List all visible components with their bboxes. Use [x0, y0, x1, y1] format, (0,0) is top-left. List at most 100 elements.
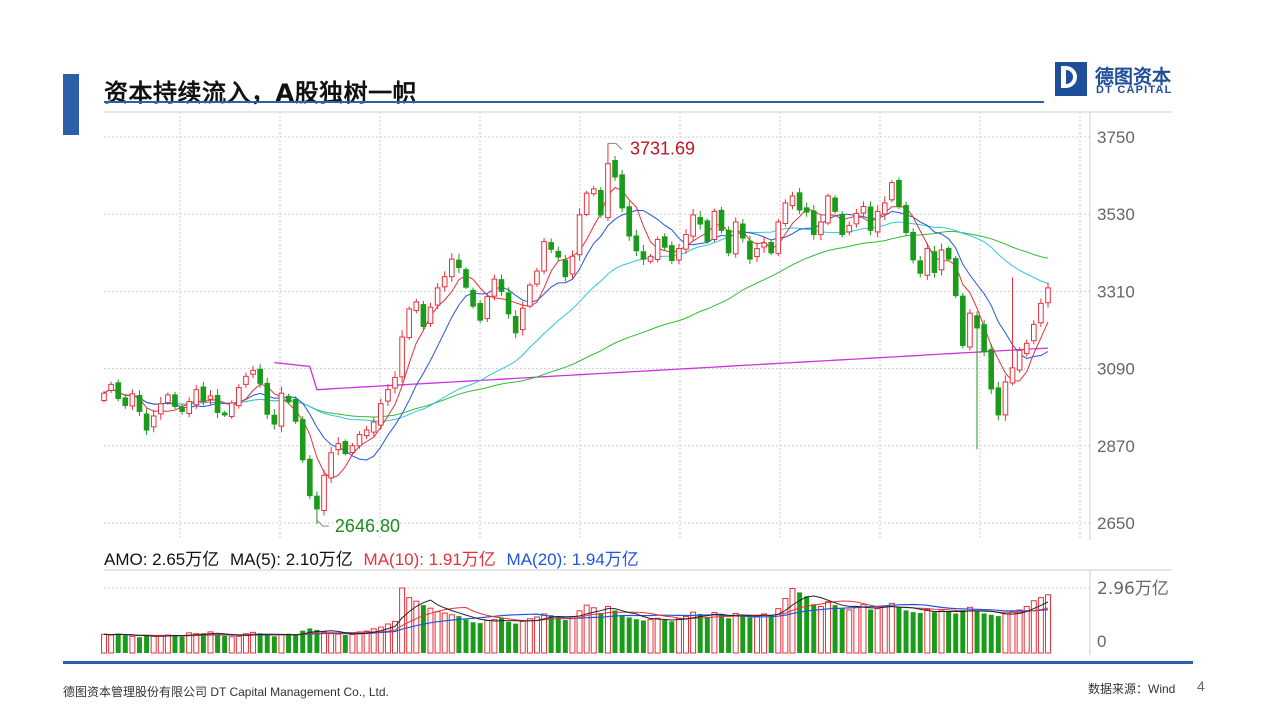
candle-down: [179, 407, 185, 412]
volume-bar-up: [356, 631, 363, 654]
candle-down: [697, 217, 704, 225]
candle-down: [221, 412, 228, 416]
volume-bar-down: [953, 613, 959, 653]
volume-bar-down: [122, 635, 128, 653]
volume-bar-up: [384, 623, 391, 654]
high-pointer: [607, 142, 623, 150]
candle-up: [434, 287, 441, 306]
price-moving-averages: [103, 186, 1049, 480]
volume-bar-up: [250, 631, 257, 654]
candle-up: [881, 202, 888, 215]
volume-bar-down: [470, 622, 476, 653]
volume-bar-up: [654, 617, 661, 654]
volume-bar-down: [868, 609, 874, 653]
data-source: 数据来源：Wind: [1088, 682, 1176, 696]
volume-bar-down: [633, 619, 639, 653]
volume-bar-down: [896, 607, 902, 653]
volume-ma5-line: [103, 595, 1049, 637]
candle-down: [803, 207, 810, 213]
volume-bar-up: [1009, 611, 1016, 654]
volume-bar-up: [108, 634, 115, 654]
volume-bar-up: [1016, 609, 1023, 654]
ma5-line: [103, 186, 1049, 480]
volume-bar-up: [335, 633, 342, 654]
candle-down: [796, 192, 803, 211]
candle-up: [782, 202, 789, 224]
candle-down: [952, 258, 959, 297]
volume-bar-up: [150, 635, 157, 654]
volume-bar-down: [286, 633, 292, 653]
volume-bar-up: [427, 607, 434, 654]
candle-down: [342, 441, 349, 455]
volume-bar-up: [846, 609, 853, 654]
candle-up: [853, 212, 860, 225]
candle-down: [739, 223, 746, 239]
candle-up: [207, 395, 214, 400]
volume-bar-up: [1037, 597, 1044, 654]
candle-down: [562, 259, 569, 278]
candle-down: [995, 387, 1002, 416]
volume-bar-down: [931, 612, 937, 653]
volume-bar-up: [853, 606, 860, 654]
candle-up: [683, 234, 689, 250]
candle-down: [136, 394, 143, 412]
candle-up: [711, 210, 718, 240]
volume-bar-down: [172, 635, 178, 653]
volume-bar-up: [363, 630, 370, 654]
volume-bar-up: [1002, 613, 1009, 654]
candle-down: [420, 304, 427, 327]
volume-bar-down: [719, 615, 724, 653]
candle-down: [307, 458, 313, 497]
ma30-line: [103, 221, 1049, 422]
volume-bar-down: [420, 605, 426, 653]
volume-bar-down: [271, 636, 277, 653]
volume-bar-down: [222, 635, 228, 653]
candle-up: [193, 389, 200, 406]
candle-up: [775, 221, 782, 254]
volume-bar-down: [612, 610, 618, 653]
volume-bar-up: [860, 604, 867, 654]
volume-bar-down: [513, 623, 519, 653]
candle-down: [512, 315, 519, 334]
candle-up: [576, 214, 583, 256]
candle-up: [484, 296, 491, 320]
volume-bar-up: [881, 605, 888, 654]
candle-up: [732, 221, 739, 255]
candle-up: [860, 205, 867, 214]
candle-up: [690, 214, 696, 237]
volume-bar-down: [988, 614, 994, 653]
candle-down: [867, 206, 874, 231]
candle-down: [640, 251, 647, 260]
candle-up: [1016, 349, 1023, 371]
candle-up: [519, 307, 526, 331]
candle-down: [122, 397, 129, 406]
volume-moving-averages: [103, 595, 1049, 637]
logo-mark-icon: [1055, 62, 1087, 96]
price-annotations: 3731.69 2646.80: [316, 138, 695, 536]
candle-up: [569, 255, 576, 275]
volume-bar-down: [917, 613, 923, 653]
candle-down: [747, 240, 753, 260]
candle-up: [157, 403, 164, 415]
candle-up: [406, 308, 413, 339]
volume-bar-up: [129, 635, 136, 654]
logo-chinese-name: 德图资本: [1095, 66, 1172, 88]
price-grid: [104, 111, 1172, 540]
volume-bar-down: [215, 634, 221, 653]
dt-capital-logo: 德图资本 DT CAPITAL: [1055, 62, 1195, 98]
volume-bar-down: [974, 610, 980, 653]
candle-up: [1038, 302, 1044, 324]
amo-value: AMO: 2.65万亿: [104, 550, 220, 569]
volume-bar-up: [583, 604, 590, 654]
volume-bar-up: [349, 634, 356, 654]
candle-down: [931, 251, 938, 273]
candle-down: [619, 174, 625, 209]
volume-bar-down: [747, 617, 753, 653]
candle-up: [654, 238, 661, 260]
volume-bar-down: [839, 608, 845, 653]
volume-bar-down: [477, 623, 483, 653]
volume-bar-up: [235, 635, 242, 654]
volume-bar-up: [321, 631, 328, 654]
volume-bar-up: [242, 633, 249, 654]
candle-down: [477, 303, 483, 321]
